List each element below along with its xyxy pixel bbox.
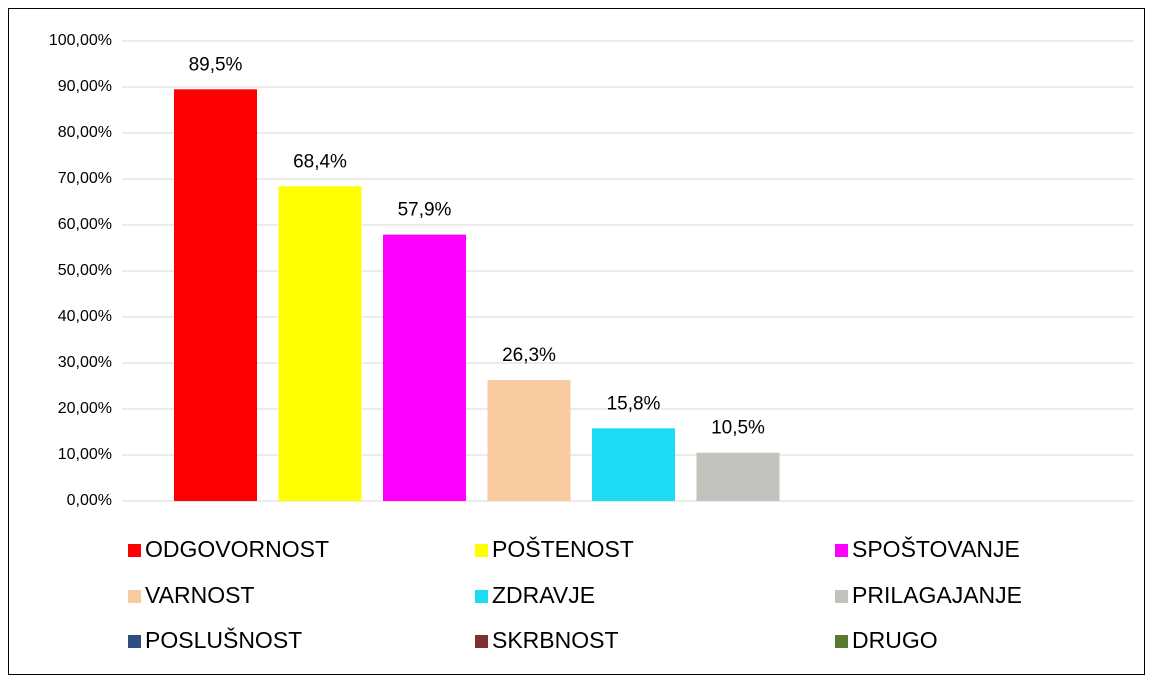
- legend-swatch: [128, 544, 141, 557]
- bar: [592, 428, 675, 501]
- data-label: 10,5%: [711, 418, 765, 439]
- legend-label: ZDRAVJE: [492, 582, 595, 608]
- legend-label: VARNOST: [145, 582, 254, 608]
- y-tick-label: 100,00%: [49, 32, 112, 49]
- legend-label: POŠTENOST: [492, 535, 634, 562]
- data-label: 68,4%: [293, 151, 347, 172]
- data-label: 89,5%: [189, 54, 243, 75]
- y-tick-label: 10,00%: [58, 446, 112, 463]
- legend-label: ODGOVORNOST: [145, 536, 329, 562]
- legend-label: PRILAGAJANJE: [852, 582, 1022, 608]
- y-tick-label: 70,00%: [58, 170, 112, 187]
- data-label: 57,9%: [398, 200, 452, 221]
- y-tick-label: 30,00%: [58, 354, 112, 371]
- legend-label: SKRBNOST: [492, 627, 619, 653]
- y-tick-label: 60,00%: [58, 216, 112, 233]
- legend-swatch: [475, 635, 488, 648]
- legend-swatch: [835, 590, 848, 603]
- bar: [174, 89, 257, 502]
- legend-swatch: [128, 590, 141, 603]
- legend-swatch: [128, 635, 141, 648]
- bar: [278, 186, 362, 502]
- y-tick-label: 50,00%: [58, 262, 112, 279]
- y-tick-label: 90,00%: [58, 78, 112, 95]
- y-tick-label: 80,00%: [58, 124, 112, 141]
- legend-label: POSLUŠNOST: [145, 626, 302, 653]
- legend-swatch: [475, 590, 488, 603]
- y-tick-label: 20,00%: [58, 400, 112, 417]
- data-label: 15,8%: [607, 393, 661, 414]
- legend-swatch: [835, 544, 848, 557]
- bar: [383, 234, 466, 501]
- data-label: 26,3%: [502, 345, 556, 366]
- legend-label: DRUGO: [852, 627, 938, 653]
- legend-swatch: [475, 544, 488, 557]
- bar: [696, 452, 780, 501]
- bar: [487, 380, 571, 501]
- y-tick-label: 0,00%: [67, 492, 112, 509]
- legend-swatch: [835, 635, 848, 648]
- y-tick-label: 40,00%: [58, 308, 112, 325]
- legend-label: SPOŠTOVANJE: [852, 535, 1020, 562]
